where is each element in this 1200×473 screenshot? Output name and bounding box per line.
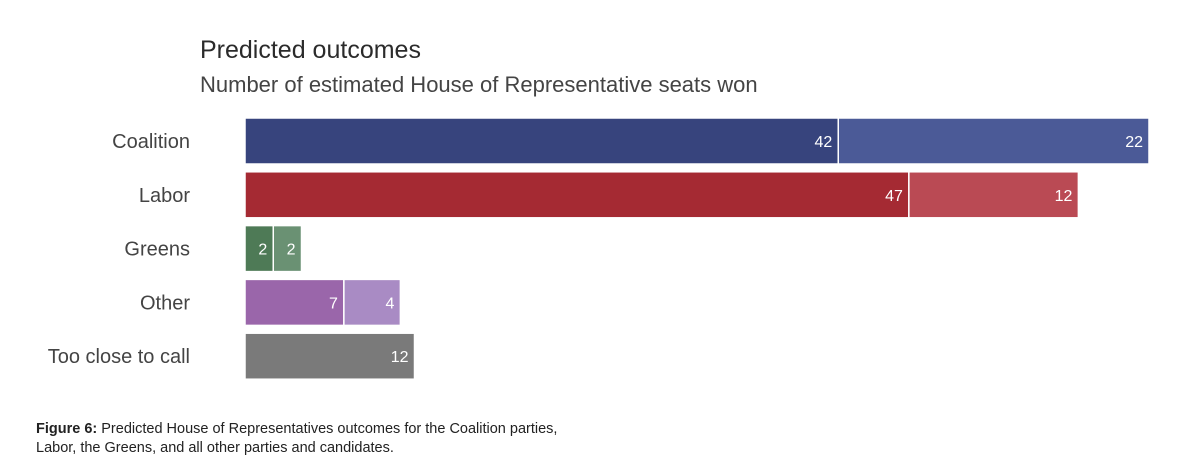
- value-label-too-close-to-call-segment-1: 12: [391, 349, 409, 366]
- chart-title: Predicted outcomes: [200, 36, 421, 64]
- bar-labor-segment-2: [908, 171, 1080, 219]
- figure-label: Figure 6:: [36, 421, 98, 437]
- value-label-greens-segment-1: 2: [258, 242, 267, 259]
- bar-too-close-to-call-segment-1: [244, 332, 416, 380]
- bar-greens-segment-2: [272, 224, 303, 273]
- value-label-other-segment-2: 4: [385, 295, 394, 312]
- bar-coalition-segment-1: [244, 117, 839, 165]
- value-label-labor-segment-2: 12: [1055, 188, 1073, 205]
- category-label-labor: Labor: [139, 185, 190, 207]
- category-label-greens: Greens: [124, 239, 190, 261]
- bar-labor-segment-1: [244, 171, 910, 219]
- bar-other-segment-2: [343, 278, 402, 327]
- category-label-other: Other: [140, 292, 190, 314]
- value-label-other-segment-1: 7: [329, 295, 338, 312]
- value-label-coalition-segment-1: 42: [814, 134, 832, 151]
- caption-line-2: Labor, the Greens, and all other parties…: [36, 440, 394, 456]
- bar-greens-segment-1: [244, 224, 274, 273]
- category-label-too-close-to-call: Too close to call: [48, 346, 190, 368]
- chart-subtitle: Number of estimated House of Representat…: [200, 72, 758, 97]
- caption-line-1: Predicted House of Representatives outco…: [101, 421, 558, 437]
- value-label-coalition-segment-2: 22: [1125, 134, 1143, 151]
- value-label-greens-segment-2: 2: [287, 242, 296, 259]
- category-label-coalition: Coalition: [112, 131, 190, 153]
- figure-caption: Figure 6: Predicted House of Representat…: [36, 420, 736, 458]
- value-label-labor-segment-1: 47: [885, 188, 903, 205]
- bar-coalition-segment-2: [837, 117, 1150, 165]
